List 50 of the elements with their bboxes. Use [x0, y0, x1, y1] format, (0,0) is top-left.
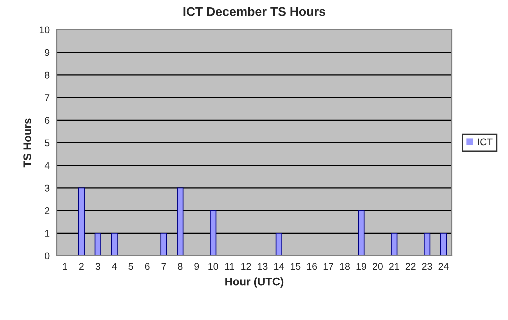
x-tick-label: 12: [242, 263, 252, 270]
x-tick-label: 10: [208, 263, 218, 270]
chart-title: ICT December TS Hours: [184, 7, 326, 16]
x-tick-label: 6: [145, 263, 150, 270]
x-tick-label: 5: [128, 263, 134, 270]
x-tick-label: 21: [389, 263, 400, 270]
x-tick-label: 3: [96, 263, 100, 270]
y-tick-label: 8: [45, 72, 50, 79]
y-tick-label: 2: [45, 208, 50, 214]
y-tick-label: 5: [45, 140, 50, 147]
x-tick-label: 18: [340, 263, 350, 270]
x-tick-label: 7: [162, 263, 166, 270]
x-tick-label: 11: [226, 263, 234, 270]
x-tick-label: 1: [63, 263, 68, 270]
x-tick-label: 22: [406, 263, 416, 270]
x-tick-label: 24: [438, 263, 449, 270]
bar: [440, 232, 448, 256]
x-tick-label: 20: [373, 263, 383, 270]
y-tick-label: 7: [45, 94, 50, 102]
y-tick-label: 9: [45, 49, 50, 56]
bar: [358, 210, 365, 256]
bar: [276, 232, 282, 256]
y-tick-label: 0: [45, 252, 50, 260]
bar: [391, 232, 398, 256]
x-tick-label: 17: [324, 263, 334, 270]
x-tick-label: 13: [258, 263, 268, 270]
x-tick-label: 2: [79, 263, 84, 270]
bar: [111, 232, 118, 256]
y-tick-label: 10: [40, 26, 50, 34]
bar: [177, 188, 184, 256]
bar: [210, 210, 217, 256]
x-tick-label: 19: [356, 263, 366, 270]
x-tick-label: 14: [274, 263, 284, 270]
y-tick-label: 3: [45, 184, 50, 192]
x-tick-label: 23: [422, 263, 432, 270]
bar: [78, 188, 85, 256]
y-tick-label: 6: [45, 117, 50, 124]
y-tick-label: 4: [44, 162, 50, 170]
y-axis-title: TS Hours: [24, 118, 32, 168]
legend-label: ICT: [478, 138, 493, 146]
bar: [424, 232, 431, 256]
x-tick-label: 16: [307, 263, 318, 270]
x-tick-label: 9: [194, 263, 200, 270]
y-tick-label: 1: [45, 230, 50, 237]
x-axis-title: Hour (UTC): [226, 278, 284, 288]
x-tick-label: 8: [178, 263, 183, 270]
bar: [160, 232, 168, 256]
x-tick-label: 4: [112, 263, 118, 270]
x-tick-label: 15: [290, 263, 301, 270]
bar: [94, 232, 102, 256]
